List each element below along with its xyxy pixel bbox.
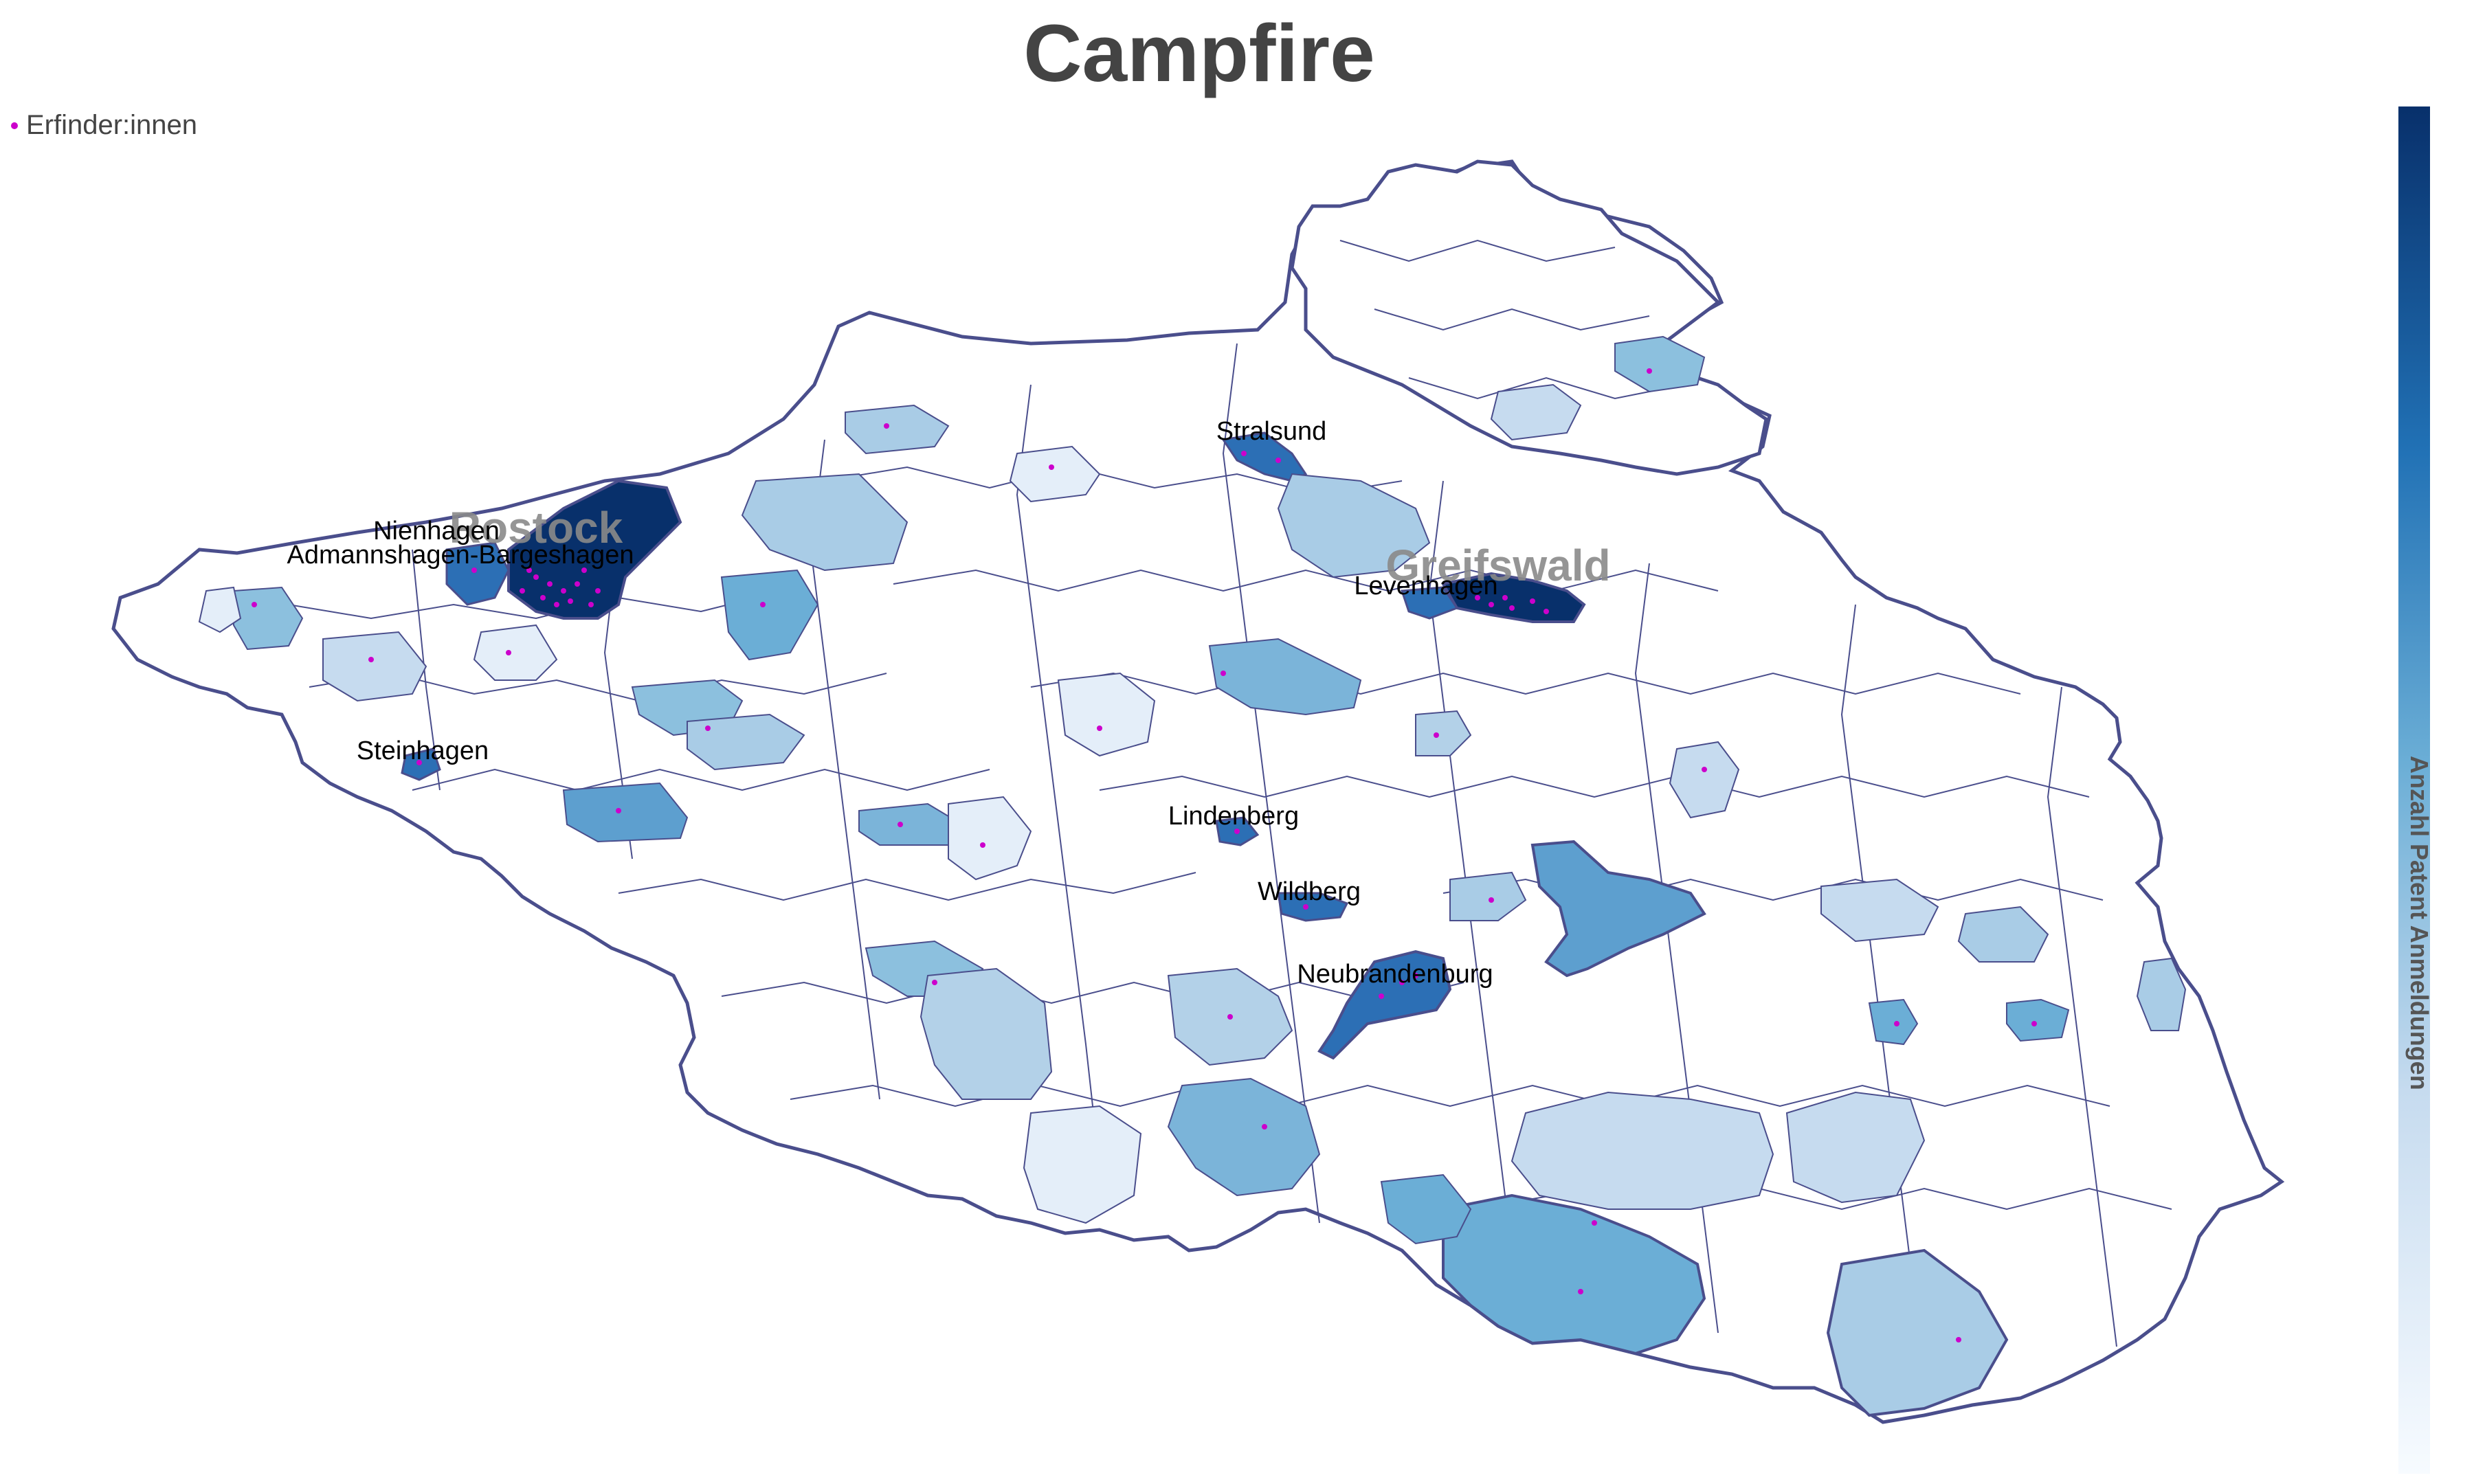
region-medium-3	[1530, 840, 1706, 978]
region-nienhagen	[445, 541, 510, 606]
island-ruegen	[1290, 159, 1768, 476]
region-light-14	[845, 404, 950, 455]
region-light-17	[1415, 710, 1472, 756]
choropleth-map[interactable]: Rostock Greifswald Stralsund Nienhagen A…	[0, 0, 2398, 1484]
region-light-9	[687, 713, 805, 771]
region-medium-1	[720, 569, 819, 661]
label-wildberg: Wildberg	[1258, 877, 1361, 906]
region-lightest-2	[948, 796, 1032, 881]
label-rostock: Rostock	[449, 503, 623, 552]
region-light-3	[1511, 1091, 1774, 1210]
region-medium-6	[1380, 1173, 1472, 1245]
state-outline	[111, 159, 2285, 1424]
label-greifswald: Greifswald	[1385, 541, 1610, 590]
colored-districts[interactable]	[198, 335, 2187, 1417]
inventor-marker-icon	[11, 122, 18, 129]
label-neubrandenburg: Neubrandenburg	[1297, 960, 1493, 989]
label-levenhagen: Levenhagen	[1354, 572, 1497, 600]
region-levenhagen	[1400, 586, 1459, 620]
region-wildberg	[1277, 892, 1349, 922]
region-medium-5	[1167, 1077, 1321, 1197]
region-light-16	[1669, 741, 1740, 819]
region-lightest-3	[1057, 672, 1156, 757]
region-greifswald	[1440, 572, 1586, 623]
region-medium-7	[1868, 998, 1919, 1046]
region-light-11	[1820, 878, 1939, 943]
label-lindenberg: Lindenberg	[1168, 802, 1299, 831]
inventor-markers	[252, 368, 2037, 1342]
region-light-8	[322, 631, 427, 702]
region-lightest-1	[1009, 445, 1101, 503]
region-medium-14	[1614, 335, 1706, 393]
region-medium-10	[1208, 638, 1362, 716]
region-medium-12	[233, 586, 304, 651]
region-light-5	[1826, 1248, 2009, 1417]
region-light-12	[1957, 906, 2049, 963]
label-admannshagen: Admannshagen-Bargeshagen	[287, 541, 634, 570]
colorbar	[2398, 106, 2430, 1474]
colorbar-label: Anzahl Patent Anmeldungen	[2405, 756, 2433, 1090]
region-light-15	[1490, 383, 1582, 441]
region-lightest-5	[198, 586, 242, 633]
legend[interactable]: Erfinder:innen	[11, 110, 197, 141]
region-light-1	[741, 473, 909, 572]
region-light-6	[920, 967, 1053, 1100]
label-stralsund: Stralsund	[1216, 417, 1327, 446]
label-steinhagen: Steinhagen	[357, 737, 489, 765]
map-title: Campfire	[1023, 8, 1375, 99]
region-light-13	[2136, 957, 2187, 1031]
legend-label: Erfinder:innen	[26, 110, 198, 140]
region-light-2	[1277, 473, 1431, 578]
region-medium-4	[1442, 1193, 1706, 1356]
region-lightest-4	[1023, 1105, 1142, 1224]
region-light-4	[1785, 1091, 1926, 1204]
region-lightest-6	[473, 624, 558, 681]
region-medium-8	[2006, 998, 2070, 1042]
region-light-10	[1449, 871, 1527, 921]
region-neubrandenburg	[1317, 949, 1452, 1060]
region-medium-2	[562, 782, 689, 843]
label-nienhagen: Nienhagen	[373, 517, 500, 546]
